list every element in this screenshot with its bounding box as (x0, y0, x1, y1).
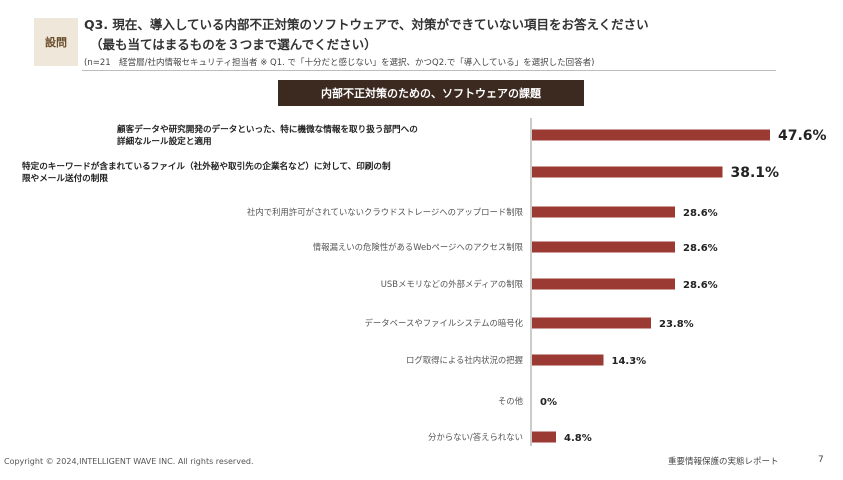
chart-title: 内部不正対策のための、ソフトウェアの課題 (278, 80, 584, 106)
bar (532, 317, 651, 329)
category-label: 顧客データや研究開発のデータといった、特に機微な情報を取り扱う部門への詳細なルー… (117, 123, 418, 147)
category-label: データベースやファイルシステムの暗号化 (365, 318, 524, 328)
bar (532, 431, 556, 443)
category-label: 特定のキーワードが含まれているファイル（社外秘や取引先の企業名など）に対して、印… (22, 160, 391, 184)
bar (532, 278, 675, 290)
value-label: 0% (540, 397, 557, 408)
question-instruction: （最も当てはまるものを３つまで選んでください） (90, 37, 377, 52)
header-divider (82, 70, 776, 71)
bar (532, 241, 675, 253)
value-label: 28.6% (683, 208, 718, 219)
value-label: 38.1% (731, 165, 780, 181)
question-badge: 設問 (34, 18, 78, 66)
category-label: USBメモリなどの外部メディアの制限 (381, 279, 524, 289)
category-label: 情報漏えいの危険性があるWebページへのアクセス制限 (313, 242, 524, 252)
page-number: 7 (818, 455, 824, 465)
respondent-note: (n=21 経営層/社内情報セキュリティ担当者 ※ Q1. で「十分だと感じない… (84, 58, 595, 68)
question-text: Q3. 現在、導入している内部不正対策のソフトウェアで、対策ができていない項目を… (84, 17, 649, 32)
value-label: 14.3% (612, 356, 647, 367)
value-label: 4.8% (564, 433, 592, 444)
report-title: 重要情報保護の実態レポート (668, 457, 779, 467)
copyright-text: Copyright © 2024,INTELLIGENT WAVE INC. A… (4, 457, 254, 466)
category-label: ログ取得による社内状況の把握 (406, 355, 524, 365)
category-label: 社内で利用許可がされていないクラウドストレージへのアップロード制限 (247, 207, 524, 217)
bar (532, 206, 675, 218)
value-label: 23.8% (659, 319, 694, 330)
bar (532, 129, 770, 141)
category-label: 分からない/答えられない (428, 432, 523, 442)
category-label: その他 (498, 396, 524, 406)
question-block: Q3. 現在、導入している内部不正対策のソフトウェアで、対策ができていない項目を… (84, 14, 804, 68)
value-label: 47.6% (778, 128, 827, 144)
bar (532, 166, 723, 178)
value-label: 28.6% (683, 243, 718, 254)
value-label: 28.6% (683, 280, 718, 291)
bar (532, 354, 604, 366)
